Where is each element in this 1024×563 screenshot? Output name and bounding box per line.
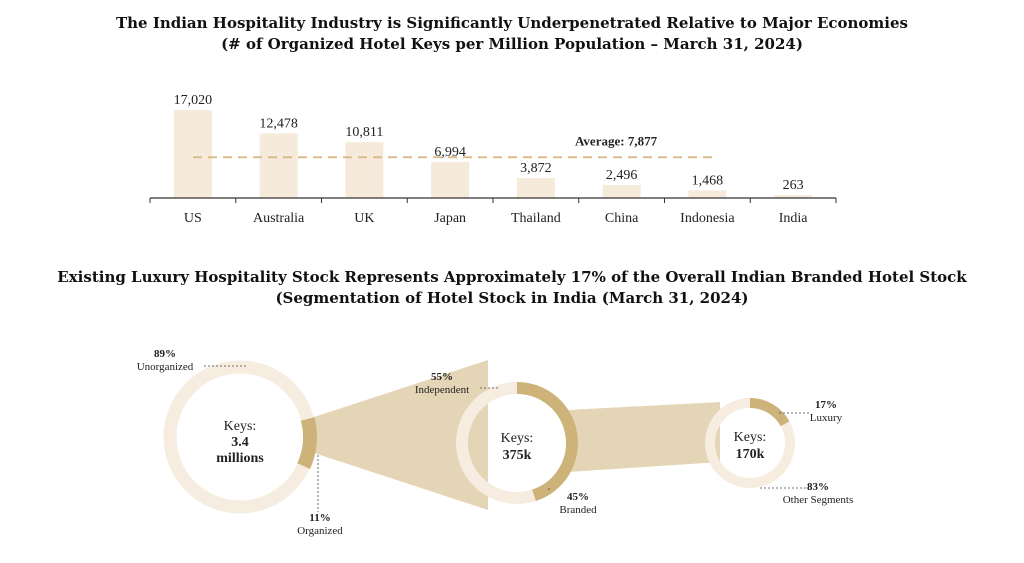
ring3-center-line-2: 170k xyxy=(736,447,765,462)
chart1-title-line2: (# of Organized Hotel Keys per Million P… xyxy=(221,35,803,53)
value-label-china: 2,496 xyxy=(606,168,638,183)
ring2-center-line-1: Keys: xyxy=(501,431,534,446)
value-label-indonesia: 1,468 xyxy=(692,173,724,188)
funnel-connector-1 xyxy=(305,360,488,510)
ring3-segment-luxury xyxy=(749,398,790,427)
category-label-us: US xyxy=(184,211,202,226)
category-label-thailand: Thailand xyxy=(511,211,561,226)
ring3-center-line-1: Keys: xyxy=(734,430,767,445)
ring1-center-line-1: Keys: xyxy=(224,419,257,434)
value-label-australia: 12,478 xyxy=(259,116,298,131)
bar-australia xyxy=(259,133,298,198)
label-branded-percent: 45% xyxy=(567,491,589,503)
chart1-title-line1: The Indian Hospitality Industry is Signi… xyxy=(115,14,908,32)
category-label-indonesia: Indonesia xyxy=(680,211,735,226)
value-label-japan: 6,994 xyxy=(434,145,466,160)
chart2-title: Existing Luxury Hospitality Stock Repres… xyxy=(0,267,1024,309)
bar-us xyxy=(173,110,212,198)
label-branded-name: Branded xyxy=(559,504,597,516)
ring2-segment-independent xyxy=(456,382,578,504)
label-other-segments-percent: 83% xyxy=(807,481,829,493)
chart2-title-line2: (Segmentation of Hotel Stock in India (M… xyxy=(275,289,749,307)
value-label-thailand: 3,872 xyxy=(520,161,552,176)
category-label-japan: Japan xyxy=(434,211,466,226)
label-independent-name: Independent xyxy=(415,384,469,396)
label-independent-percent: 55% xyxy=(431,371,453,383)
label-luxury-name: Luxury xyxy=(810,412,843,424)
value-label-india: 263 xyxy=(783,178,804,193)
value-label-us: 17,020 xyxy=(174,93,213,108)
chart1-title: The Indian Hospitality Industry is Signi… xyxy=(0,13,1024,55)
category-label-australia: Australia xyxy=(253,211,305,226)
label-organized-percent: 11% xyxy=(309,512,330,524)
ring2-center-line-2: 375k xyxy=(503,448,532,463)
bar-thailand xyxy=(516,177,555,198)
label-luxury-percent: 17% xyxy=(815,399,837,411)
bar-china xyxy=(602,185,641,198)
value-label-uk: 10,811 xyxy=(345,125,383,140)
ring2-segment-branded xyxy=(516,382,578,502)
ring1-segment-organized xyxy=(297,417,317,470)
bar-chart: 17,020 US 12,478 Australia 10,811 UK 6,994 Japa… xyxy=(149,93,837,226)
label-other-segments-name: Other Segments xyxy=(783,494,854,506)
ring3-segment-other-segments xyxy=(705,398,795,488)
bar-japan xyxy=(431,161,470,198)
category-label-india: India xyxy=(779,211,809,226)
label-organized-name: Organized xyxy=(297,525,343,537)
label-unorganized-percent: 89% xyxy=(154,348,176,360)
bar-uk xyxy=(345,142,384,198)
average-label: Average: 7,877 xyxy=(575,133,658,148)
bar-india xyxy=(774,195,813,198)
category-label-china: China xyxy=(605,211,639,226)
funnel-connector-2 xyxy=(568,402,720,472)
ring1-center-line-3: millions xyxy=(216,451,264,466)
ring1-segment-unorganized xyxy=(163,360,317,514)
bar-indonesia xyxy=(688,190,727,198)
category-label-uk: UK xyxy=(354,211,374,226)
label-unorganized-name: Unorganized xyxy=(137,361,194,373)
chart2-title-line1: Existing Luxury Hospitality Stock Repres… xyxy=(57,268,967,286)
ring1-center-line-2: 3.4 xyxy=(231,435,249,450)
